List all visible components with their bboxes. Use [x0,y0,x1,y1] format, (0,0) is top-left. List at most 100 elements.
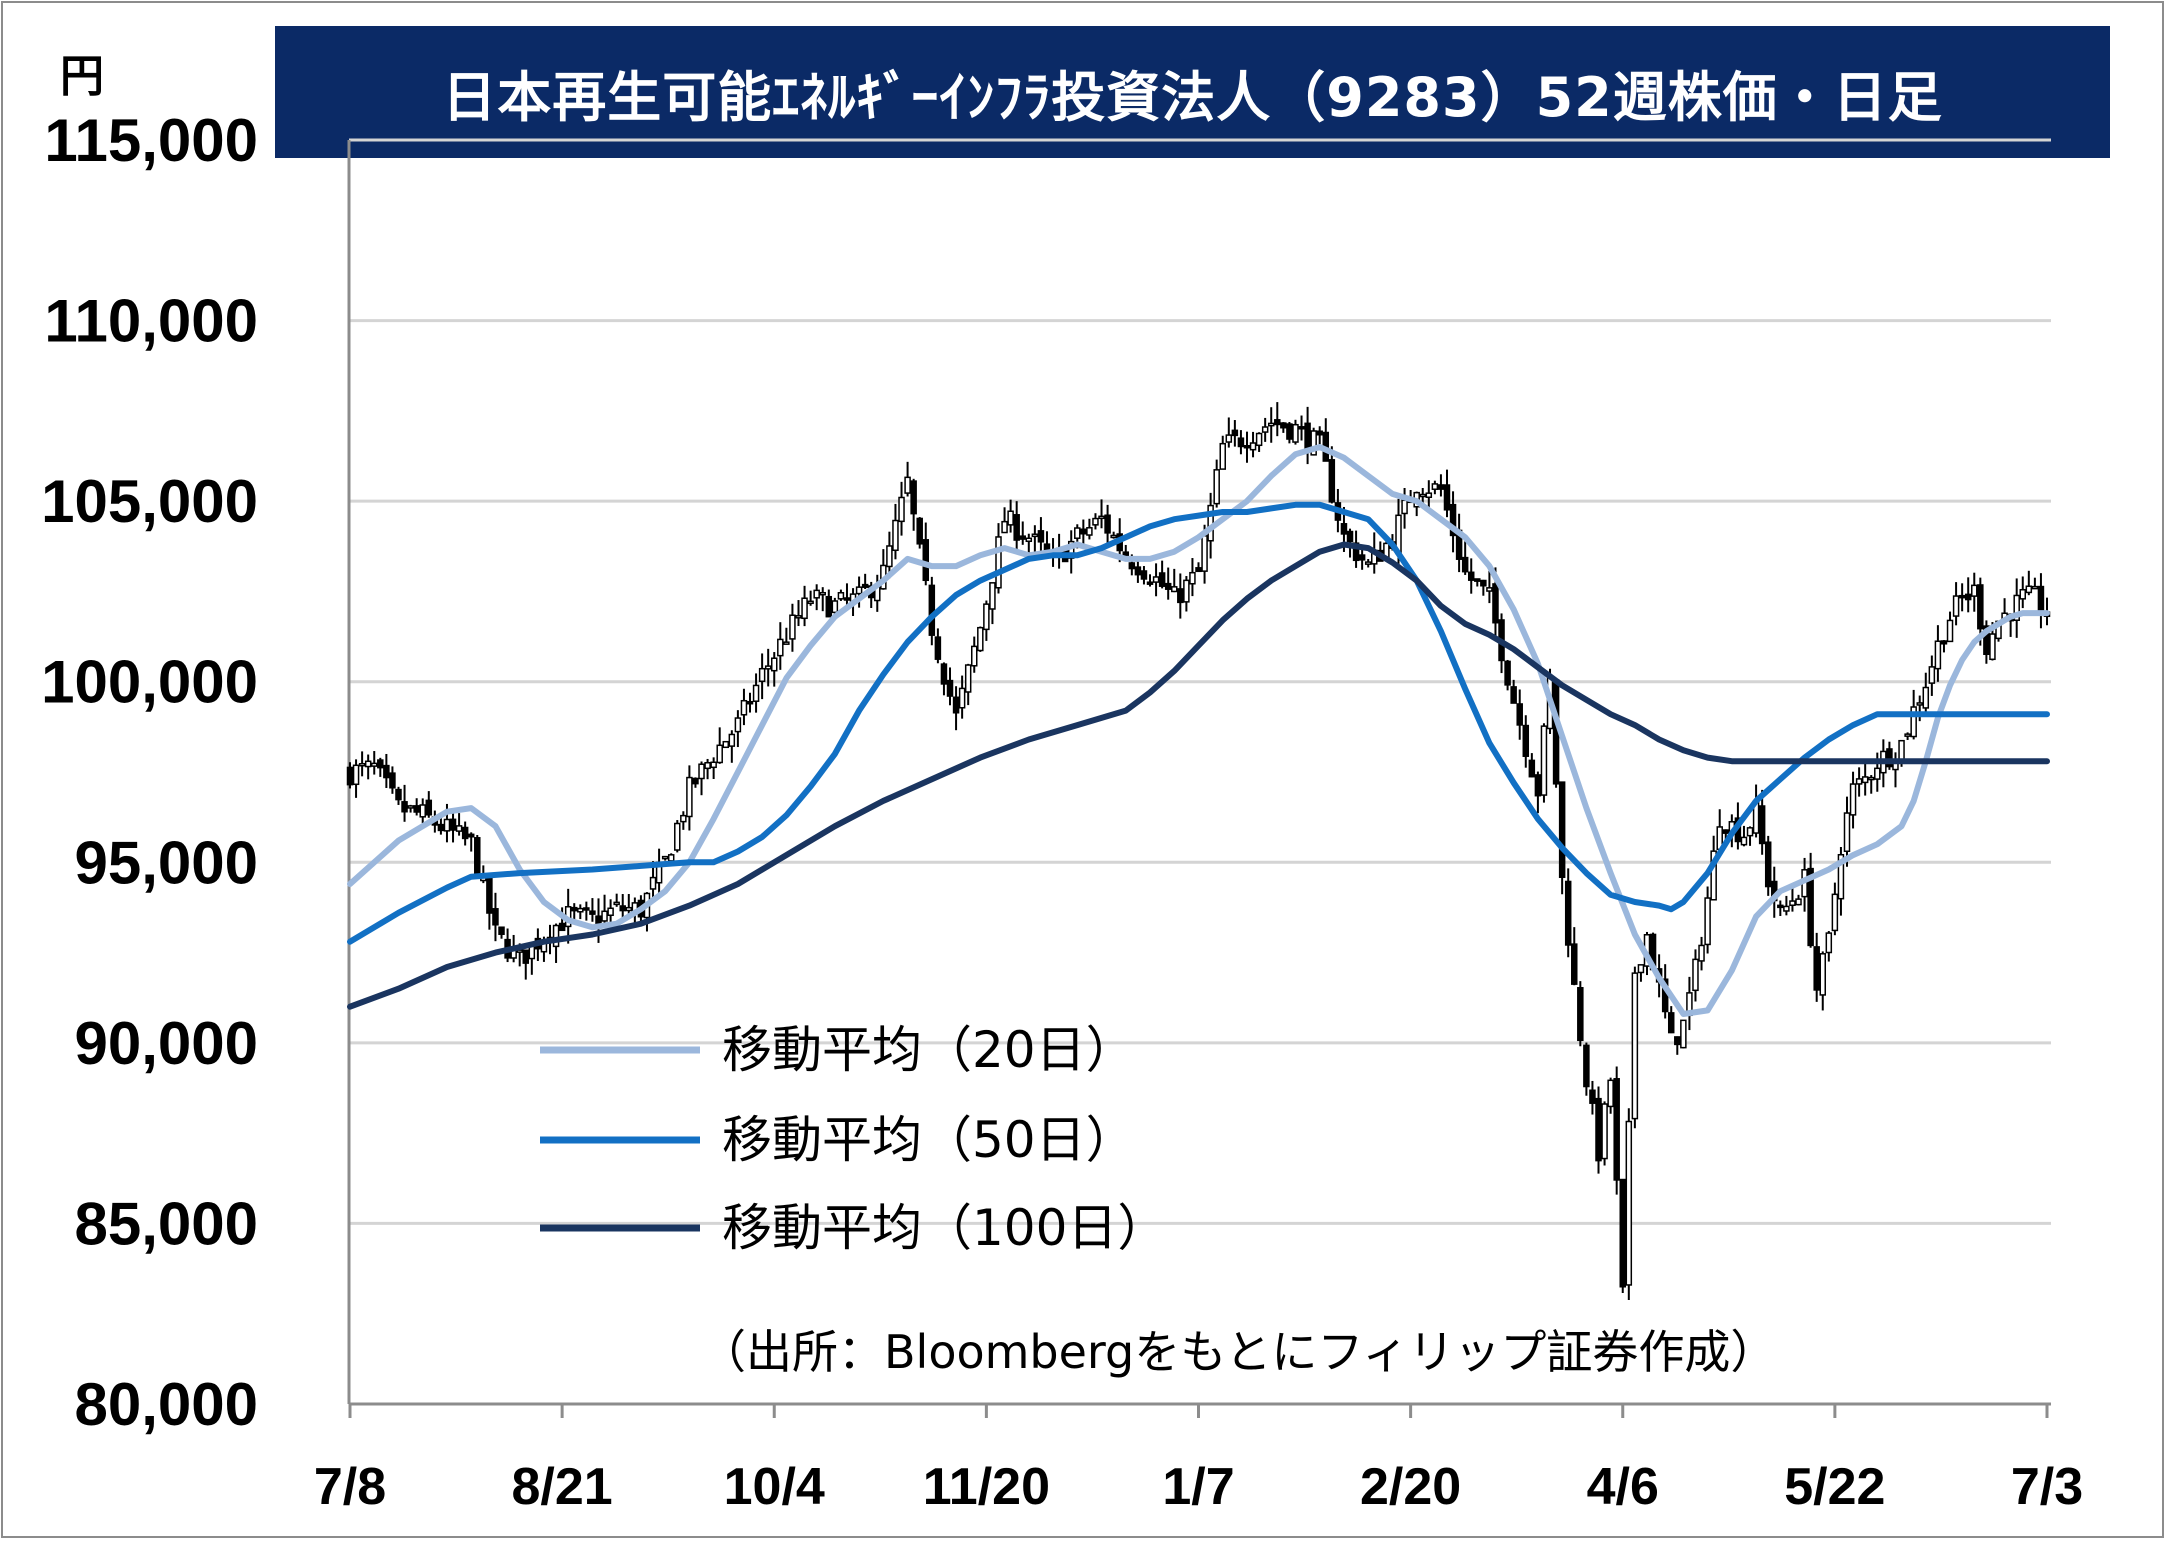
candle-body [1443,484,1451,511]
candle-body [801,597,808,620]
candle-body [352,764,360,786]
candle-body [1243,444,1251,449]
candle-body [1577,987,1584,1042]
candle-body [1922,686,1930,709]
ma100-line [347,541,2050,1010]
candle-body [825,595,833,618]
x-tick-label: 5/22 [1784,1458,1885,1516]
candle-body [1613,1078,1620,1181]
candle-body [813,589,820,599]
candle-body [425,799,433,816]
candle-body [1189,571,1196,585]
source-note: （出所：Bloombergをもとにフィリップ証券作成） [700,1325,1776,1379]
candle-body [661,855,669,860]
candle-body [449,818,457,831]
candle-body [1522,724,1530,757]
candle-body [443,818,451,832]
x-tick-label: 10/4 [724,1458,825,1516]
y-tick-label: 95,000 [74,829,258,896]
candle-body [1001,520,1008,534]
candle-body [1795,898,1802,906]
candle-body [837,592,845,600]
candle-body [795,615,802,619]
candle-body [758,667,766,683]
candle-body [1940,640,1948,645]
candle-body [1146,581,1154,585]
candle-body [577,907,584,913]
candle-body [1740,836,1748,846]
candle-body [1674,1036,1681,1046]
candle-body [916,517,923,545]
candle-body [680,814,687,823]
candle-body [952,696,960,714]
candle-body [807,600,814,605]
ma50-line [347,501,2050,945]
candle-body [1134,566,1142,576]
y-tick-label: 110,000 [44,288,258,355]
candle-body [1031,533,1039,538]
chart-title: 日本再生可能ｴﾈﾙｷﾞｰｲﾝﾌﾗ投資法人（9283）52週株価・日足 [442,65,1943,129]
candle-body [983,603,990,631]
candle-body [1861,776,1869,784]
candle-body [783,641,790,645]
candle-body [1310,430,1317,456]
candle-body [1977,584,1984,630]
candle-body [910,480,917,515]
candle-body [740,699,748,716]
candle-body [522,949,530,964]
candle-body [358,762,366,767]
legend-label: 移動平均（50日） [722,1111,1136,1169]
candle-body [1128,562,1136,570]
candle-body [777,638,784,657]
candle-body [1855,778,1863,785]
y-tick-label: 90,000 [74,1010,258,1077]
candle-body [1819,953,1827,996]
candle-body [1704,897,1711,946]
candle-body [1249,442,1257,451]
candle-body [1625,1120,1633,1286]
candle-body [1631,972,1639,1120]
candle-body [1177,588,1184,604]
candle-body [1480,579,1487,587]
legend-label: 移動平均（20日） [722,1021,1136,1079]
candle-body [1637,964,1645,974]
candle-body [764,665,772,670]
candle-body [1092,517,1099,526]
x-tick-label: 8/21 [512,1458,613,1516]
candle-body [1358,554,1366,561]
candle-body [1886,748,1893,768]
candle-body [904,476,911,494]
candle-body [1467,571,1475,581]
candle-body [716,744,723,764]
candle-body [692,777,699,785]
x-tick-label: 4/6 [1587,1458,1659,1516]
candle-body [1534,774,1542,797]
candle-body [1025,537,1033,543]
candle-body [1510,686,1517,704]
candle-body [455,825,463,832]
candle-body [1304,422,1311,451]
candle-body [686,776,693,818]
grid-layer [349,138,2051,1225]
candle-body [589,910,596,915]
candle-body [613,901,620,906]
candle-body [928,584,936,636]
candle-body [1916,702,1923,706]
candle-body [667,854,675,862]
x-tick-label: 7/3 [2011,1458,2083,1516]
candle-body [1013,514,1020,541]
legend-label: 移動平均（100日） [722,1199,1167,1257]
axis-layer: 80,000 85,000 90,000 95,000 100,000 105,000 11… [41,107,2083,1516]
candle-body [1946,619,1954,643]
candle-body [601,910,608,922]
legend: 移動平均（20日） 移動平均（50日） 移動平均（100日） [540,1021,1167,1257]
candle-body [1807,867,1814,947]
candle-body [1019,535,1026,540]
candle-body [1601,1103,1608,1160]
chart-title-box: 日本再生可能ｴﾈﾙｷﾞｰｲﾝﾌﾗ投資法人（9283）52週株価・日足 [275,26,2110,158]
candle-body [1474,578,1481,582]
candle-body [2025,585,2033,594]
candle-body [819,591,826,596]
candle-body [995,536,1002,589]
